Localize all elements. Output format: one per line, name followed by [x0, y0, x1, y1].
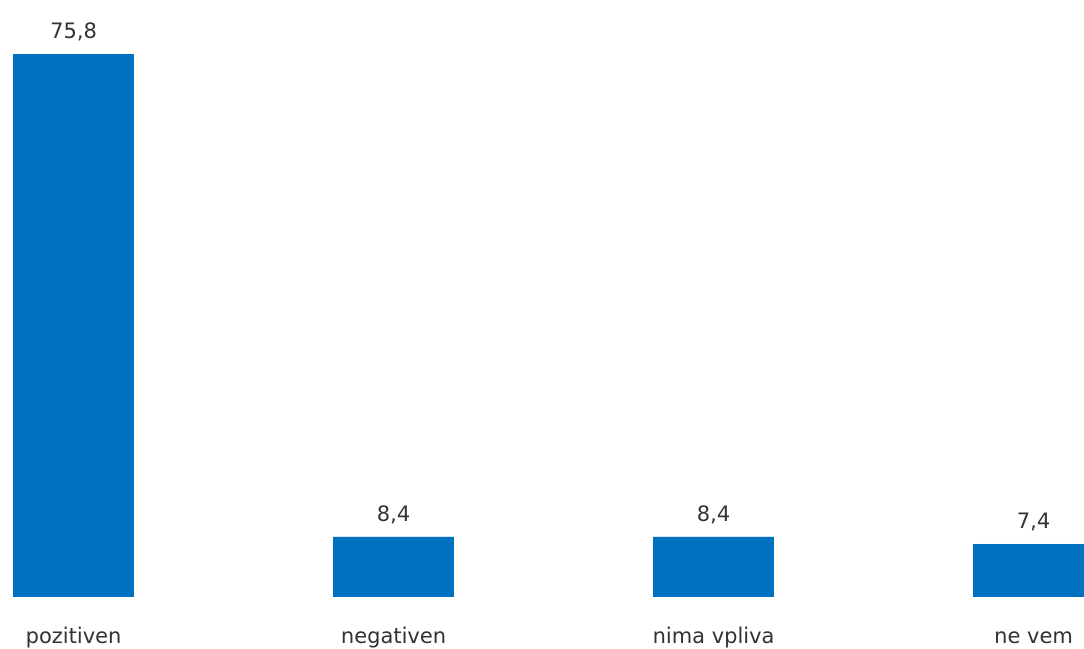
category-labels-group: pozitiven negativen nima vpliva ne vem [26, 624, 1073, 648]
category-label-pozitiven: pozitiven [26, 624, 122, 648]
bar-ne-vem [973, 543, 1084, 597]
category-label-negativen: negativen [341, 624, 446, 648]
value-label-ne-vem: 7,4 [1017, 509, 1050, 533]
value-labels-group: 75,8 8,4 8,4 7,4 [50, 19, 1050, 533]
category-label-ne-vem: ne vem [994, 624, 1073, 648]
category-label-nima-vpliva: nima vpliva [653, 624, 775, 648]
bar-nima-vpliva [653, 536, 774, 597]
value-label-negativen: 8,4 [377, 502, 410, 526]
bar-negativen [333, 536, 454, 597]
bar-pozitiven [13, 54, 134, 597]
bars-group [13, 54, 1084, 597]
value-label-nima-vpliva: 8,4 [697, 502, 730, 526]
value-label-pozitiven: 75,8 [50, 19, 97, 43]
